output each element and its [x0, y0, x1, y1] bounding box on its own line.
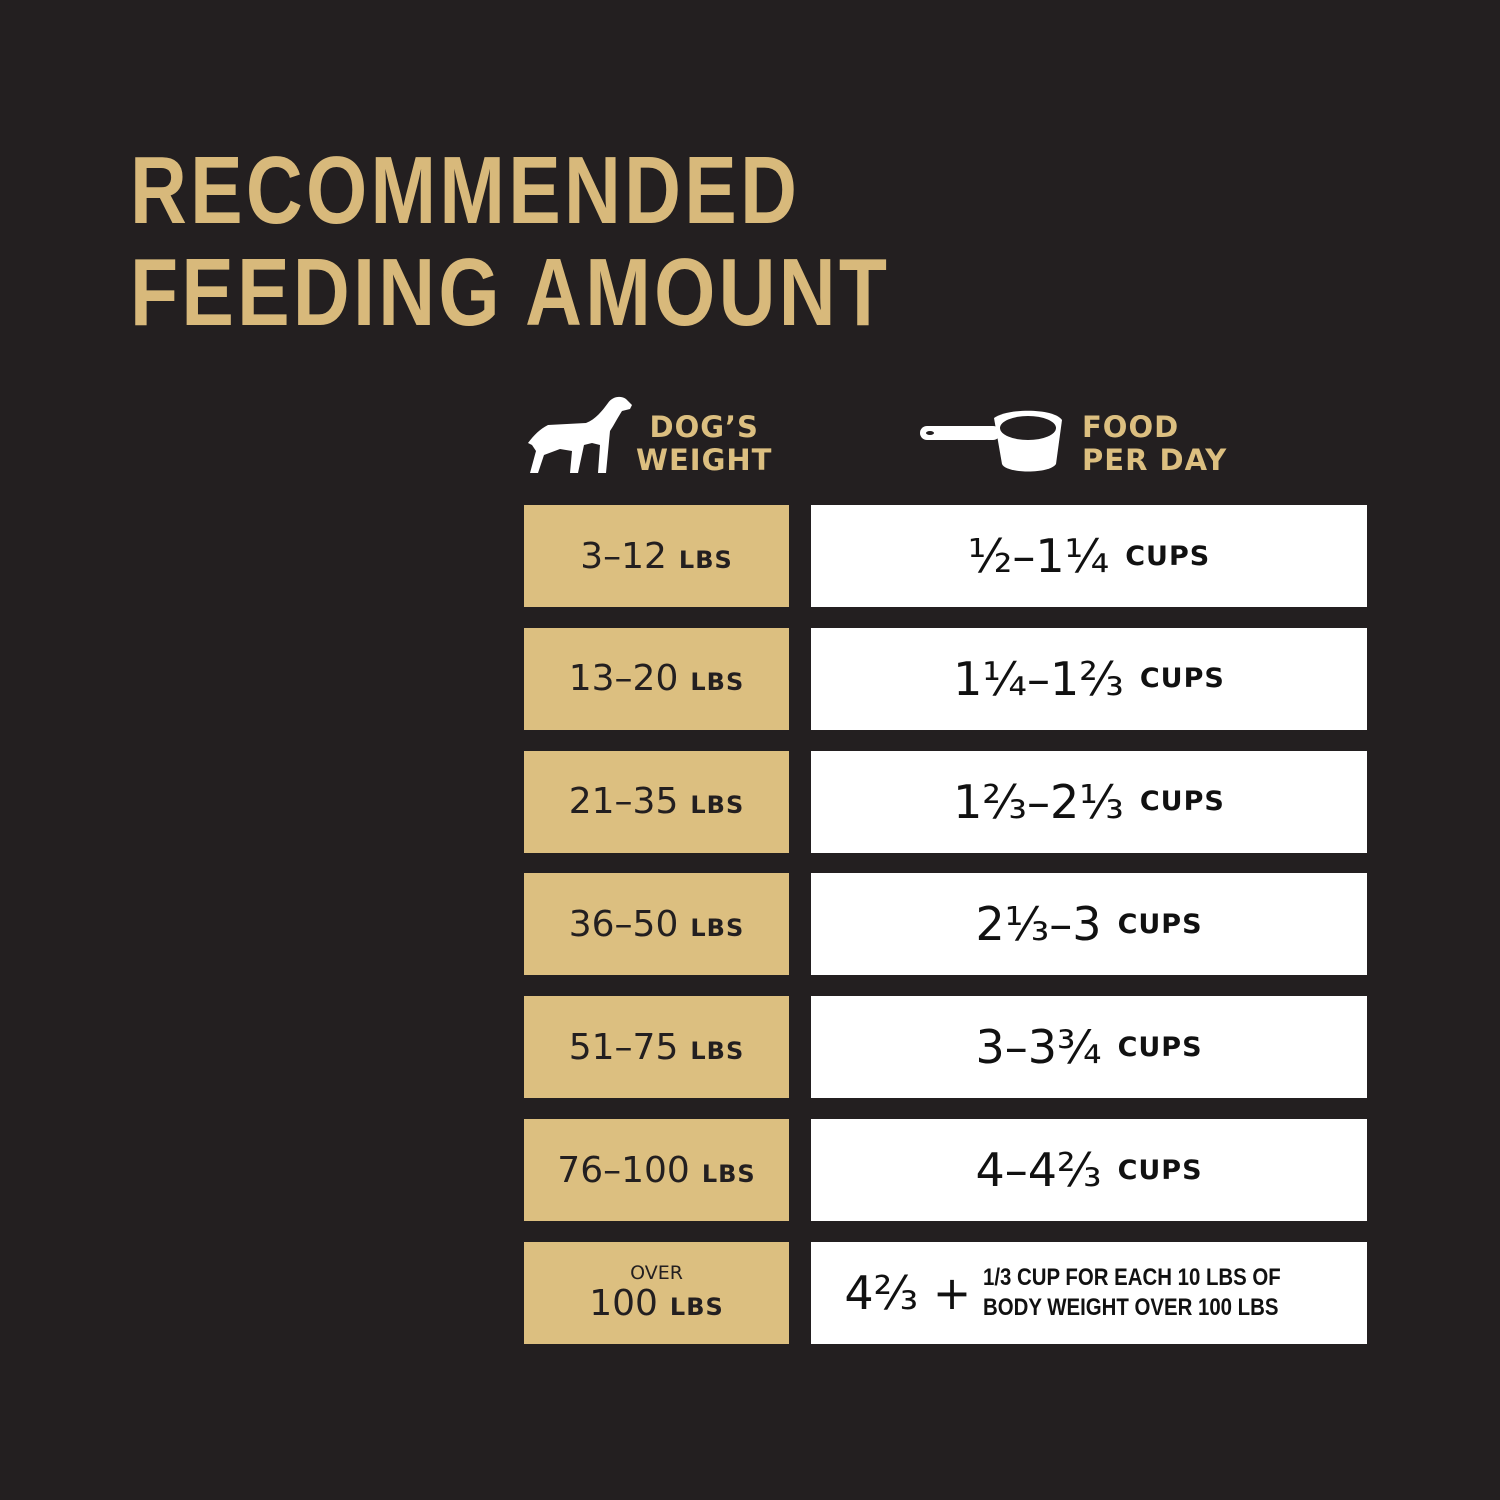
food-cell: 1¼–1⅔ CUPS — [811, 627, 1367, 730]
weight-value: 21–35 — [568, 781, 679, 823]
dog-icon — [528, 396, 632, 473]
weight-value: 76–100 — [557, 1149, 690, 1191]
weight-value: 13–20 — [568, 658, 679, 700]
measuring-cup-icon — [920, 410, 1062, 472]
over-label: OVER — [630, 1261, 683, 1284]
food-cell: ½–1¼ CUPS — [811, 505, 1367, 607]
food-value: 4⅔ + — [844, 1266, 972, 1320]
weight-unit: LBS — [690, 668, 745, 697]
food-value: ½–1¼ — [967, 529, 1110, 583]
weight-header-line-2: WEIGHT — [636, 443, 773, 477]
food-header: FOOD PER DAY — [1082, 411, 1227, 477]
note-line-2: BODY WEIGHT OVER 100 LBS — [983, 1294, 1279, 1321]
table-row: 36–50 LBS 2⅓–3 CUPS — [524, 873, 1367, 976]
weight-unit: LBS — [690, 1036, 745, 1065]
weight-value: 36–50 — [568, 903, 679, 945]
table-row: 76–100 LBS 4–4⅔ CUPS — [524, 1119, 1367, 1221]
food-unit: CUPS — [1117, 1154, 1203, 1186]
food-unit: CUPS — [1139, 786, 1225, 818]
weight-unit: LBS — [669, 1292, 724, 1321]
table-row: 3–12 LBS ½–1¼ CUPS — [524, 505, 1367, 607]
food-value: 3–3¾ — [975, 1020, 1102, 1075]
weight-header: DOG’S WEIGHT — [636, 411, 772, 477]
weight-unit: LBS — [678, 545, 733, 574]
weight-unit: LBS — [701, 1159, 756, 1188]
weight-cell: 36–50 LBS — [524, 873, 789, 976]
food-header-line-2: PER DAY — [1082, 443, 1228, 477]
weight-value: 3–12 — [580, 535, 667, 577]
weight-cell: 3–12 LBS — [524, 505, 789, 607]
food-value: 1⅔–2⅓ — [953, 774, 1124, 829]
weight-value: 51–75 — [568, 1026, 679, 1068]
page-title: RECOMMENDED FEEDING AMOUNT — [130, 140, 890, 344]
food-header-line-1: FOOD — [1082, 410, 1180, 444]
food-cell: 1⅔–2⅓ CUPS — [811, 750, 1367, 853]
weight-cell: 21–35 LBS — [524, 750, 789, 853]
title-line-1: RECOMMENDED — [130, 137, 801, 244]
food-cell: 4–4⅔ CUPS — [811, 1119, 1367, 1221]
weight-unit: LBS — [690, 791, 745, 820]
table-row: 13–20 LBS 1¼–1⅔ CUPS — [524, 627, 1367, 730]
weight-cell: 51–75 LBS — [524, 996, 789, 1099]
weight-unit: LBS — [690, 913, 745, 942]
food-value: 1¼–1⅔ — [953, 651, 1124, 706]
food-cell: 2⅓–3 CUPS — [811, 873, 1367, 976]
table-row-over-100: OVER 100 LBS 4⅔ + 1/3 CUP FOR EACH 10 LBS… — [524, 1242, 1367, 1344]
weight-cell: OVER 100 LBS — [524, 1242, 789, 1344]
food-unit: CUPS — [1125, 540, 1211, 572]
weight-value: 100 — [589, 1282, 658, 1324]
table-row: 51–75 LBS 3–3¾ CUPS — [524, 996, 1367, 1099]
food-unit: CUPS — [1139, 663, 1225, 695]
weight-cell: 76–100 LBS — [524, 1119, 789, 1221]
title-line-2: FEEDING AMOUNT — [130, 239, 891, 346]
food-value: 2⅓–3 — [975, 897, 1102, 952]
food-unit: CUPS — [1117, 908, 1203, 940]
note-line-1: 1/3 CUP FOR EACH 10 LBS OF — [983, 1264, 1282, 1291]
weight-header-line-1: DOG’S — [649, 410, 759, 444]
weight-cell: 13–20 LBS — [524, 627, 789, 730]
table-row: 21–35 LBS 1⅔–2⅓ CUPS — [524, 750, 1367, 853]
food-unit: CUPS — [1117, 1031, 1203, 1063]
food-value: 4–4⅔ — [975, 1143, 1102, 1197]
food-cell: 4⅔ + 1/3 CUP FOR EACH 10 LBS OF BODY WEI… — [811, 1242, 1367, 1344]
food-cell: 3–3¾ CUPS — [811, 996, 1367, 1099]
food-note: 1/3 CUP FOR EACH 10 LBS OF BODY WEIGHT O… — [983, 1263, 1281, 1323]
